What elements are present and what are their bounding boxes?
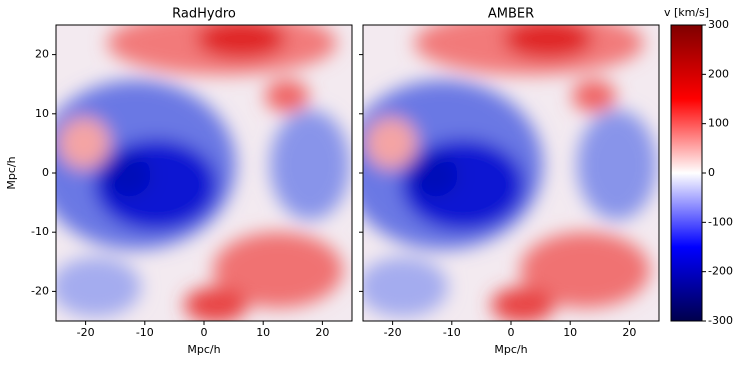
colorbar-tick-label: 200	[708, 67, 729, 80]
x-tick-label: -20	[384, 326, 402, 339]
colorbar-tick-label: 300	[708, 18, 729, 31]
x-tick-label: -10	[136, 326, 154, 339]
colorbar-tick-label: -200	[708, 265, 733, 278]
x-tick-label: 20	[622, 326, 636, 339]
x-tick-label: 0	[508, 326, 515, 339]
y-tick-label: -20	[31, 284, 49, 297]
x-tick-label: 10	[563, 326, 577, 339]
x-axis-label: Mpc/h	[494, 343, 527, 356]
x-tick-label: 10	[256, 326, 270, 339]
y-axis-label: Mpc/h	[5, 156, 18, 189]
heatmap-image	[36, 11, 352, 323]
colorbar-tick-label: 100	[708, 117, 729, 130]
heatmap-image	[343, 11, 659, 323]
y-tick-label: -10	[31, 225, 49, 238]
colorbar-label: v [km/s]	[664, 6, 709, 19]
y-tick-label: 10	[35, 107, 49, 120]
x-axis-label: Mpc/h	[187, 343, 220, 356]
colorbar-tick-label: -300	[708, 314, 733, 327]
panel-title: RadHydro	[172, 7, 236, 22]
x-tick-label: -20	[77, 326, 95, 339]
x-tick-label: 20	[315, 326, 329, 339]
y-tick-label: 20	[35, 48, 49, 61]
colorbar-tick-label: -100	[708, 215, 733, 228]
colorbar-tick-label: 0	[708, 166, 715, 179]
x-tick-label: 0	[201, 326, 208, 339]
colorbar	[670, 24, 703, 322]
x-tick-label: -10	[443, 326, 461, 339]
panel-title: AMBER	[488, 7, 534, 22]
y-tick-label: 0	[42, 166, 49, 179]
